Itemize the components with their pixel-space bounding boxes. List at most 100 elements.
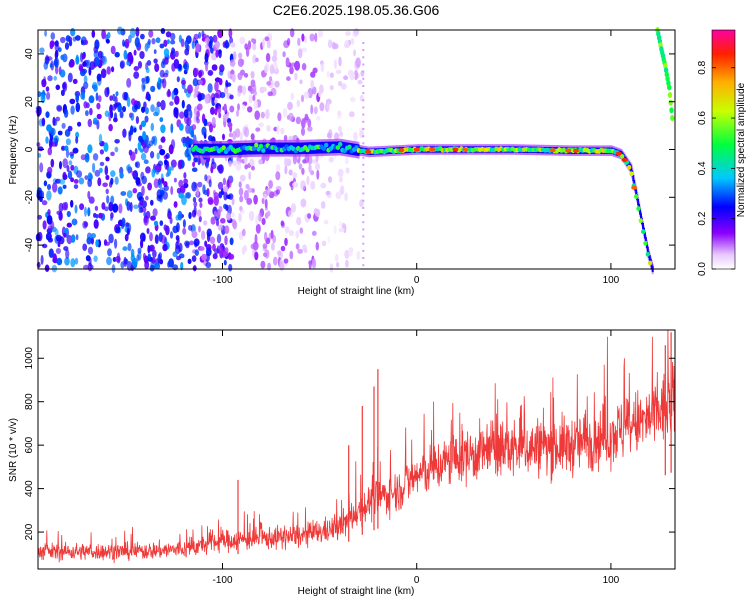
- branch-cell: [669, 107, 674, 114]
- noise-cell: [150, 215, 156, 221]
- spectrogram-ylabel: Frequency (Hz): [8, 116, 19, 185]
- noise-cell: [141, 81, 146, 92]
- noise-cell: [249, 158, 255, 166]
- noise-cell: [177, 210, 183, 221]
- noise-cell: [153, 58, 158, 64]
- noise-cell: [319, 102, 325, 112]
- ridge-band: [648, 255, 651, 262]
- noise-cell: [362, 257, 365, 259]
- spectrogram-noise: [35, 26, 365, 274]
- noise-cell: [135, 177, 141, 186]
- noise-cell: [255, 223, 261, 234]
- noise-cell: [362, 120, 365, 123]
- noise-cell: [204, 174, 208, 182]
- noise-cell: [113, 117, 118, 123]
- noise-cell: [139, 232, 146, 242]
- noise-cell: [232, 51, 237, 61]
- noise-cell: [145, 166, 151, 174]
- noise-cell: [196, 186, 200, 197]
- ridge-peak: [565, 148, 572, 153]
- noise-cell: [102, 55, 108, 65]
- noise-cell: [201, 253, 208, 261]
- ridge-peak: [621, 158, 628, 162]
- noise-cell: [86, 232, 92, 240]
- noise-cell: [288, 112, 294, 122]
- ridge-peak: [429, 147, 436, 152]
- noise-cell: [41, 200, 48, 206]
- noise-cell: [97, 177, 102, 187]
- noise-cell: [280, 127, 285, 135]
- noise-cell: [157, 160, 163, 167]
- noise-cell: [193, 206, 197, 216]
- noise-cell: [213, 195, 219, 206]
- noise-cell: [207, 83, 213, 93]
- noise-cell: [243, 72, 249, 78]
- noise-cell: [62, 174, 68, 180]
- noise-cell: [154, 234, 159, 245]
- noise-cell: [138, 196, 145, 202]
- noise-cell: [49, 40, 55, 48]
- noise-cell: [133, 49, 137, 56]
- noise-cell: [64, 145, 69, 151]
- noise-cell: [170, 139, 176, 150]
- ridge-cell: [629, 171, 634, 177]
- noise-cell: [239, 36, 246, 45]
- noise-cell: [253, 90, 257, 96]
- noise-cell: [326, 132, 332, 139]
- noise-cell: [81, 53, 86, 60]
- noise-cell: [189, 109, 193, 119]
- noise-cell: [250, 87, 254, 95]
- noise-cell: [50, 32, 56, 40]
- noise-cell: [83, 75, 88, 84]
- noise-cell: [101, 29, 106, 40]
- noise-cell: [242, 104, 246, 111]
- noise-cell: [68, 60, 75, 68]
- noise-cell: [104, 110, 110, 117]
- noise-cell: [362, 264, 365, 267]
- noise-cell: [144, 107, 149, 115]
- y-tick-label: 200: [24, 523, 35, 540]
- noise-cell: [83, 101, 88, 109]
- noise-cell: [241, 246, 246, 255]
- noise-cell: [98, 133, 103, 144]
- noise-cell: [290, 203, 297, 213]
- noise-cell: [46, 215, 53, 225]
- noise-cell: [166, 39, 170, 44]
- noise-cell: [311, 230, 317, 236]
- noise-cell: [308, 260, 312, 270]
- noise-cell: [223, 259, 227, 266]
- noise-cell: [56, 105, 63, 112]
- noise-cell: [333, 59, 338, 70]
- noise-cell: [229, 94, 234, 100]
- noise-cell: [231, 72, 236, 83]
- noise-cell: [327, 236, 331, 244]
- noise-cell: [94, 205, 99, 211]
- noise-cell: [175, 241, 179, 250]
- noise-cell: [362, 178, 365, 181]
- noise-cell: [173, 58, 180, 69]
- noise-cell: [49, 140, 53, 150]
- noise-cell: [196, 118, 200, 124]
- noise-cell: [205, 261, 212, 269]
- spectrogram-ticks: -100 0 100 -40 -20 0 20 40: [24, 30, 675, 286]
- noise-cell: [326, 101, 330, 112]
- noise-cell: [39, 47, 45, 54]
- noise-cell: [59, 178, 65, 185]
- noise-cell: [297, 248, 303, 254]
- ridge-cell: [347, 144, 352, 150]
- noise-cell: [220, 218, 226, 224]
- noise-cell: [85, 110, 89, 117]
- noise-cell: [207, 69, 214, 76]
- noise-cell: [311, 86, 317, 95]
- noise-cell: [60, 54, 65, 60]
- noise-cell: [362, 85, 365, 87]
- noise-cell: [161, 177, 165, 184]
- noise-cell: [292, 154, 297, 165]
- noise-cell: [297, 37, 301, 47]
- noise-cell: [186, 104, 192, 112]
- noise-cell: [43, 180, 48, 187]
- noise-cell: [348, 247, 354, 253]
- x-tick-label: -100: [212, 275, 232, 286]
- ridge-band: [630, 165, 633, 172]
- noise-cell: [265, 52, 271, 63]
